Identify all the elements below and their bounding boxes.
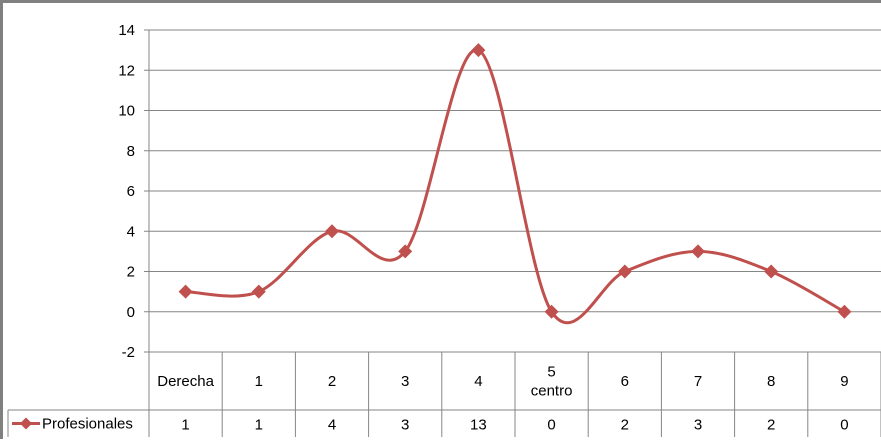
- data-table-value: 1: [255, 417, 263, 434]
- data-table-value: 3: [401, 417, 409, 434]
- data-table-value: 4: [328, 417, 336, 434]
- category-label: 4: [474, 373, 482, 390]
- data-point-marker: [178, 284, 193, 299]
- series-layer: [178, 43, 852, 324]
- category-label: 8: [767, 373, 775, 390]
- data-table-value: 0: [840, 417, 848, 434]
- data-table-value: 13: [470, 417, 487, 434]
- y-tick-label: 10: [118, 103, 135, 120]
- gridlines: [149, 29, 881, 353]
- data-table-value: 2: [767, 417, 775, 434]
- y-tick-label: 4: [127, 223, 135, 240]
- data-table: Derecha 1 2 3 4 5 centro 6 7 8 9 Profesionales 1 1 4 3 1…: [7, 351, 881, 437]
- y-tick-label: 12: [118, 62, 135, 79]
- category-label: 6: [621, 373, 629, 390]
- category-label: Derecha: [157, 373, 214, 390]
- y-tick-label: 14: [118, 22, 135, 39]
- y-tick-label: -2: [122, 344, 135, 361]
- legend-key-diamond: [20, 417, 32, 430]
- data-point-marker: [764, 264, 779, 279]
- category-label: centro: [531, 383, 573, 400]
- y-tick-label: 6: [127, 183, 135, 200]
- data-point-marker: [325, 224, 339, 239]
- y-tick-label: 2: [127, 264, 135, 281]
- data-point-marker: [617, 264, 632, 279]
- y-tick-label: 0: [127, 304, 135, 321]
- series-name-label: Profesionales: [42, 416, 133, 433]
- data-point-marker: [837, 304, 852, 319]
- data-table-value: 3: [694, 417, 702, 434]
- category-label: 3: [401, 373, 409, 390]
- category-label: 1: [255, 373, 263, 390]
- data-point-marker: [251, 284, 266, 299]
- data-table-value: 0: [547, 417, 555, 434]
- data-point-marker: [544, 304, 559, 319]
- category-label: 7: [694, 373, 702, 390]
- category-label: 5: [547, 364, 555, 381]
- data-point-marker: [691, 244, 705, 259]
- data-point-marker: [398, 244, 413, 259]
- y-tick-label: 8: [127, 143, 135, 160]
- category-label: 9: [840, 373, 848, 390]
- series-line-profesionales: [185, 48, 846, 324]
- y-axis: -2 0 2 4 6 8 10 12 14: [118, 22, 150, 437]
- data-point-marker: [471, 43, 486, 58]
- category-label: 2: [328, 373, 336, 390]
- data-table-value: 2: [621, 417, 629, 434]
- data-table-value: 1: [181, 417, 189, 434]
